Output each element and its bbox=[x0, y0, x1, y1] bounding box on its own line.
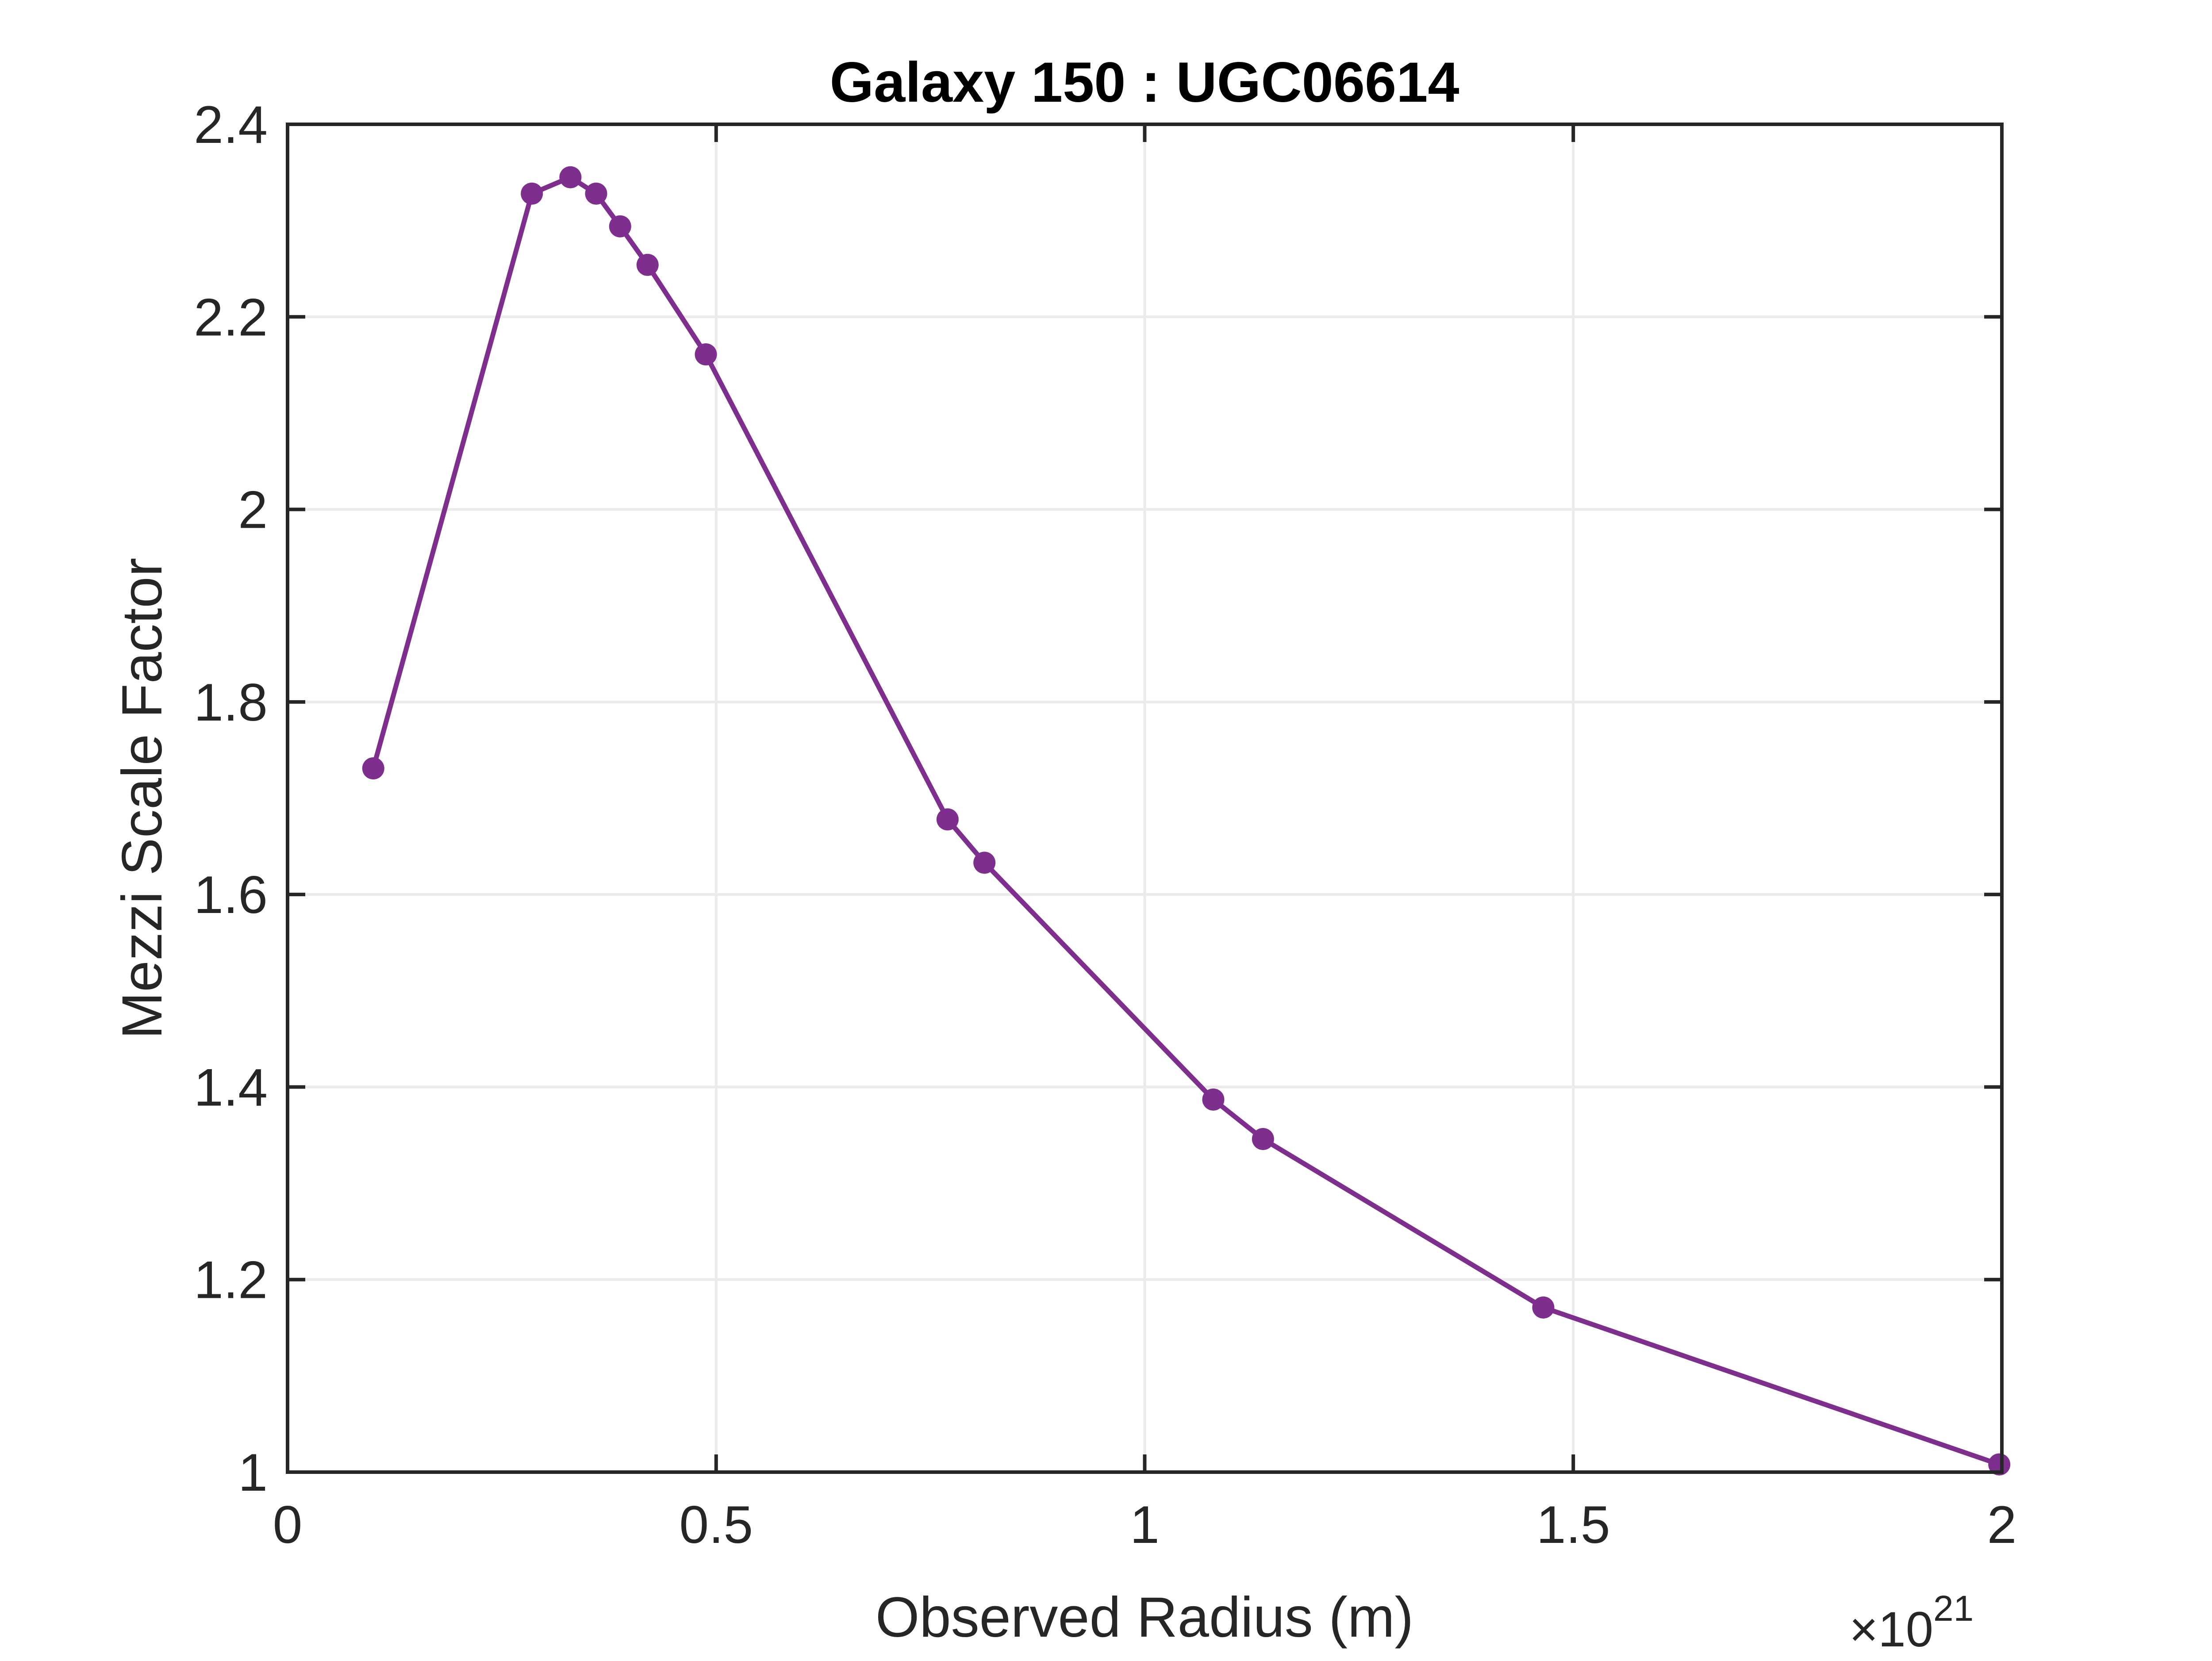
data-point-marker bbox=[695, 343, 717, 366]
data-point-marker bbox=[609, 215, 631, 238]
data-point-marker bbox=[559, 166, 582, 188]
y-tick-label: 1.2 bbox=[194, 1251, 268, 1310]
x-tick-label: 1 bbox=[1130, 1495, 1160, 1554]
y-tick-label: 1 bbox=[238, 1443, 268, 1502]
data-point-marker bbox=[1202, 1088, 1225, 1111]
x-tick-label: 0.5 bbox=[679, 1495, 753, 1554]
data-point-marker bbox=[362, 757, 384, 780]
grid-lines bbox=[288, 124, 2002, 1472]
y-tick-label: 1.4 bbox=[194, 1058, 268, 1117]
x-tick-label: 0 bbox=[273, 1495, 303, 1554]
data-point-marker bbox=[521, 182, 543, 205]
y-tick-label: 2 bbox=[238, 480, 268, 540]
x-tick-label: 1.5 bbox=[1536, 1495, 1610, 1554]
x-axis-exponent-base: ×10 bbox=[1849, 1602, 1933, 1657]
chart-title: Galaxy 150 : UGC06614 bbox=[830, 51, 1459, 114]
y-tick-label: 2.2 bbox=[194, 288, 268, 347]
axis-ticks: 0 0.5 1 1.5 2 1 1.2 1.4 1.6 1.8 2 2.2 2.4 bbox=[194, 95, 2016, 1554]
y-tick-label: 1.6 bbox=[194, 865, 268, 924]
x-axis-label: Observed Radius (m) bbox=[876, 1586, 1413, 1649]
data-point-marker bbox=[636, 253, 659, 276]
series-layer bbox=[362, 166, 2011, 1476]
x-axis-exponent: ×1021 bbox=[1849, 1588, 1974, 1657]
y-tick-label: 1.8 bbox=[194, 673, 268, 732]
y-tick-label: 2.4 bbox=[194, 95, 268, 154]
data-point-marker bbox=[973, 852, 996, 874]
data-point-marker bbox=[1252, 1128, 1274, 1150]
y-axis-label: Mezzi Scale Factor bbox=[111, 558, 174, 1039]
data-point-marker bbox=[936, 808, 959, 831]
data-point-marker bbox=[1532, 1296, 1555, 1319]
data-point-marker bbox=[1988, 1453, 2011, 1476]
x-tick-label: 2 bbox=[1987, 1495, 2017, 1554]
data-point-marker bbox=[585, 182, 607, 205]
x-axis-exponent-power: 21 bbox=[1933, 1588, 1974, 1629]
